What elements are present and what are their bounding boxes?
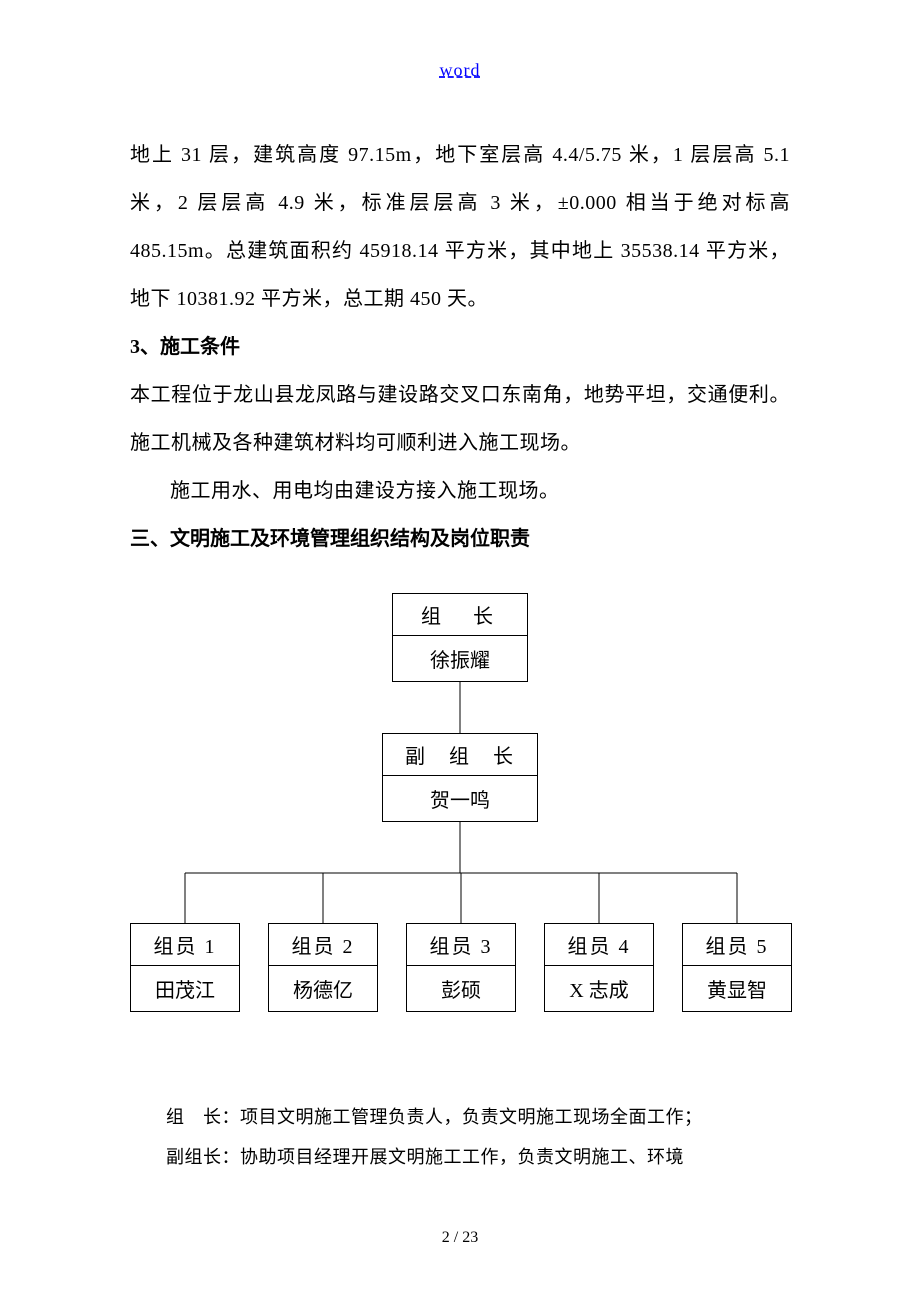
org-node-member-1-name: 田茂江 — [131, 966, 239, 1011]
org-node-member-4-title: 组员 4 — [545, 924, 653, 966]
org-node-leader-name: 徐振耀 — [393, 636, 527, 681]
org-node-member-5: 组员 5 黄显智 — [682, 923, 792, 1012]
org-node-deputy-name: 贺一鸣 — [383, 776, 537, 821]
heading-conditions: 3、施工条件 — [130, 323, 790, 371]
paragraph-1: 地上 31 层，建筑高度 97.15m，地下室层高 4.4/5.75 米，1 层… — [130, 131, 790, 323]
org-node-member-1: 组员 1 田茂江 — [130, 923, 240, 1012]
org-node-member-4-name: X 志成 — [545, 966, 653, 1011]
role-desc-deputy: 副组长：协助项目经理开展文明施工工作，负责文明施工、环境 — [130, 1138, 790, 1178]
heading-org-structure: 三、文明施工及环境管理组织结构及岗位职责 — [130, 515, 790, 563]
paragraph-3: 施工用水、用电均由建设方接入施工现场。 — [130, 467, 790, 515]
org-node-member-2-name: 杨德亿 — [269, 966, 377, 1011]
org-node-deputy: 副 组 长 贺一鸣 — [382, 733, 538, 822]
org-node-member-3-name: 彭硕 — [407, 966, 515, 1011]
org-node-member-3: 组员 3 彭硕 — [406, 923, 516, 1012]
document-page: word 地上 31 层，建筑高度 97.15m，地下室层高 4.4/5.75 … — [0, 0, 920, 1217]
org-node-member-2: 组员 2 杨德亿 — [268, 923, 378, 1012]
header-link[interactable]: word — [130, 60, 790, 81]
org-node-member-1-title: 组员 1 — [131, 924, 239, 966]
org-node-member-4: 组员 4 X 志成 — [544, 923, 654, 1012]
paragraph-2: 本工程位于龙山县龙凤路与建设路交叉口东南角，地势平坦，交通便利。施工机械及各种建… — [130, 371, 790, 467]
role-desc-leader: 组 长：项目文明施工管理负责人，负责文明施工现场全面工作； — [130, 1098, 790, 1138]
org-node-member-5-name: 黄显智 — [683, 966, 791, 1011]
org-chart: 组 长 徐振耀 副 组 长 贺一鸣 组员 1 田茂江 组员 2 杨德亿 组员 3… — [130, 593, 790, 1073]
org-node-member-2-title: 组员 2 — [269, 924, 377, 966]
org-node-member-5-title: 组员 5 — [683, 924, 791, 966]
org-node-leader-title: 组 长 — [393, 594, 527, 636]
org-node-member-3-title: 组员 3 — [407, 924, 515, 966]
org-node-deputy-title: 副 组 长 — [383, 734, 537, 776]
page-number: 2 / 23 — [0, 1229, 920, 1247]
org-node-leader: 组 长 徐振耀 — [392, 593, 528, 682]
